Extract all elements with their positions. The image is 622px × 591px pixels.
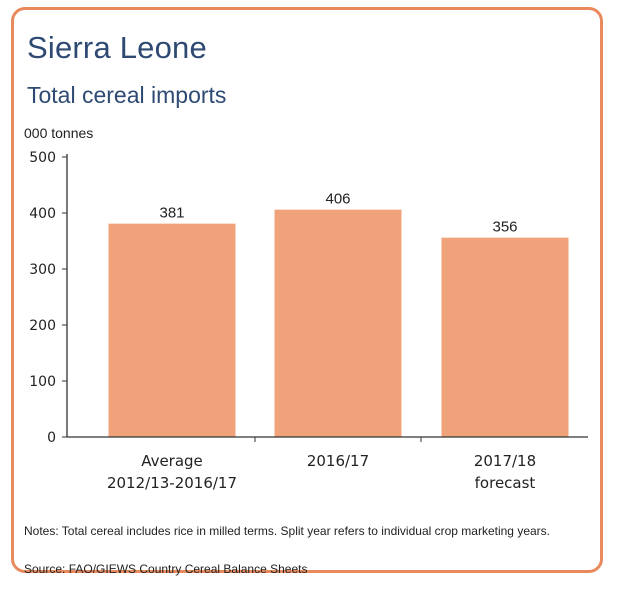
- y-axis-unit-label: 000 tonnes: [24, 125, 94, 141]
- x-category-label: forecast: [475, 474, 536, 492]
- y-tick-label: 300: [29, 262, 56, 278]
- chart-title: Sierra Leone: [27, 30, 207, 65]
- x-category-label: 2016/17: [307, 452, 369, 470]
- bar-2: [441, 237, 569, 437]
- y-tick-label: 100: [29, 374, 56, 390]
- bar-1: [274, 209, 402, 437]
- data-label-2: 356: [492, 219, 517, 236]
- x-category-label: 2017/18: [474, 452, 536, 470]
- data-label-1: 406: [325, 191, 350, 208]
- data-label-0: 381: [159, 205, 184, 222]
- y-tick-label: 400: [29, 206, 56, 222]
- x-category-label: Average: [141, 452, 203, 470]
- y-tick-label: 500: [29, 150, 56, 166]
- chart-subtitle: Total cereal imports: [27, 82, 227, 108]
- x-category-label: 2012/13-2016/17: [107, 474, 237, 492]
- chart-source: Source: FAO/GIEWS Country Cereal Balance…: [24, 562, 308, 576]
- chart-notes: Notes: Total cereal includes rice in mil…: [24, 524, 550, 538]
- bar-0: [108, 223, 236, 437]
- y-tick-label: 0: [47, 430, 56, 446]
- y-tick-label: 200: [29, 318, 56, 334]
